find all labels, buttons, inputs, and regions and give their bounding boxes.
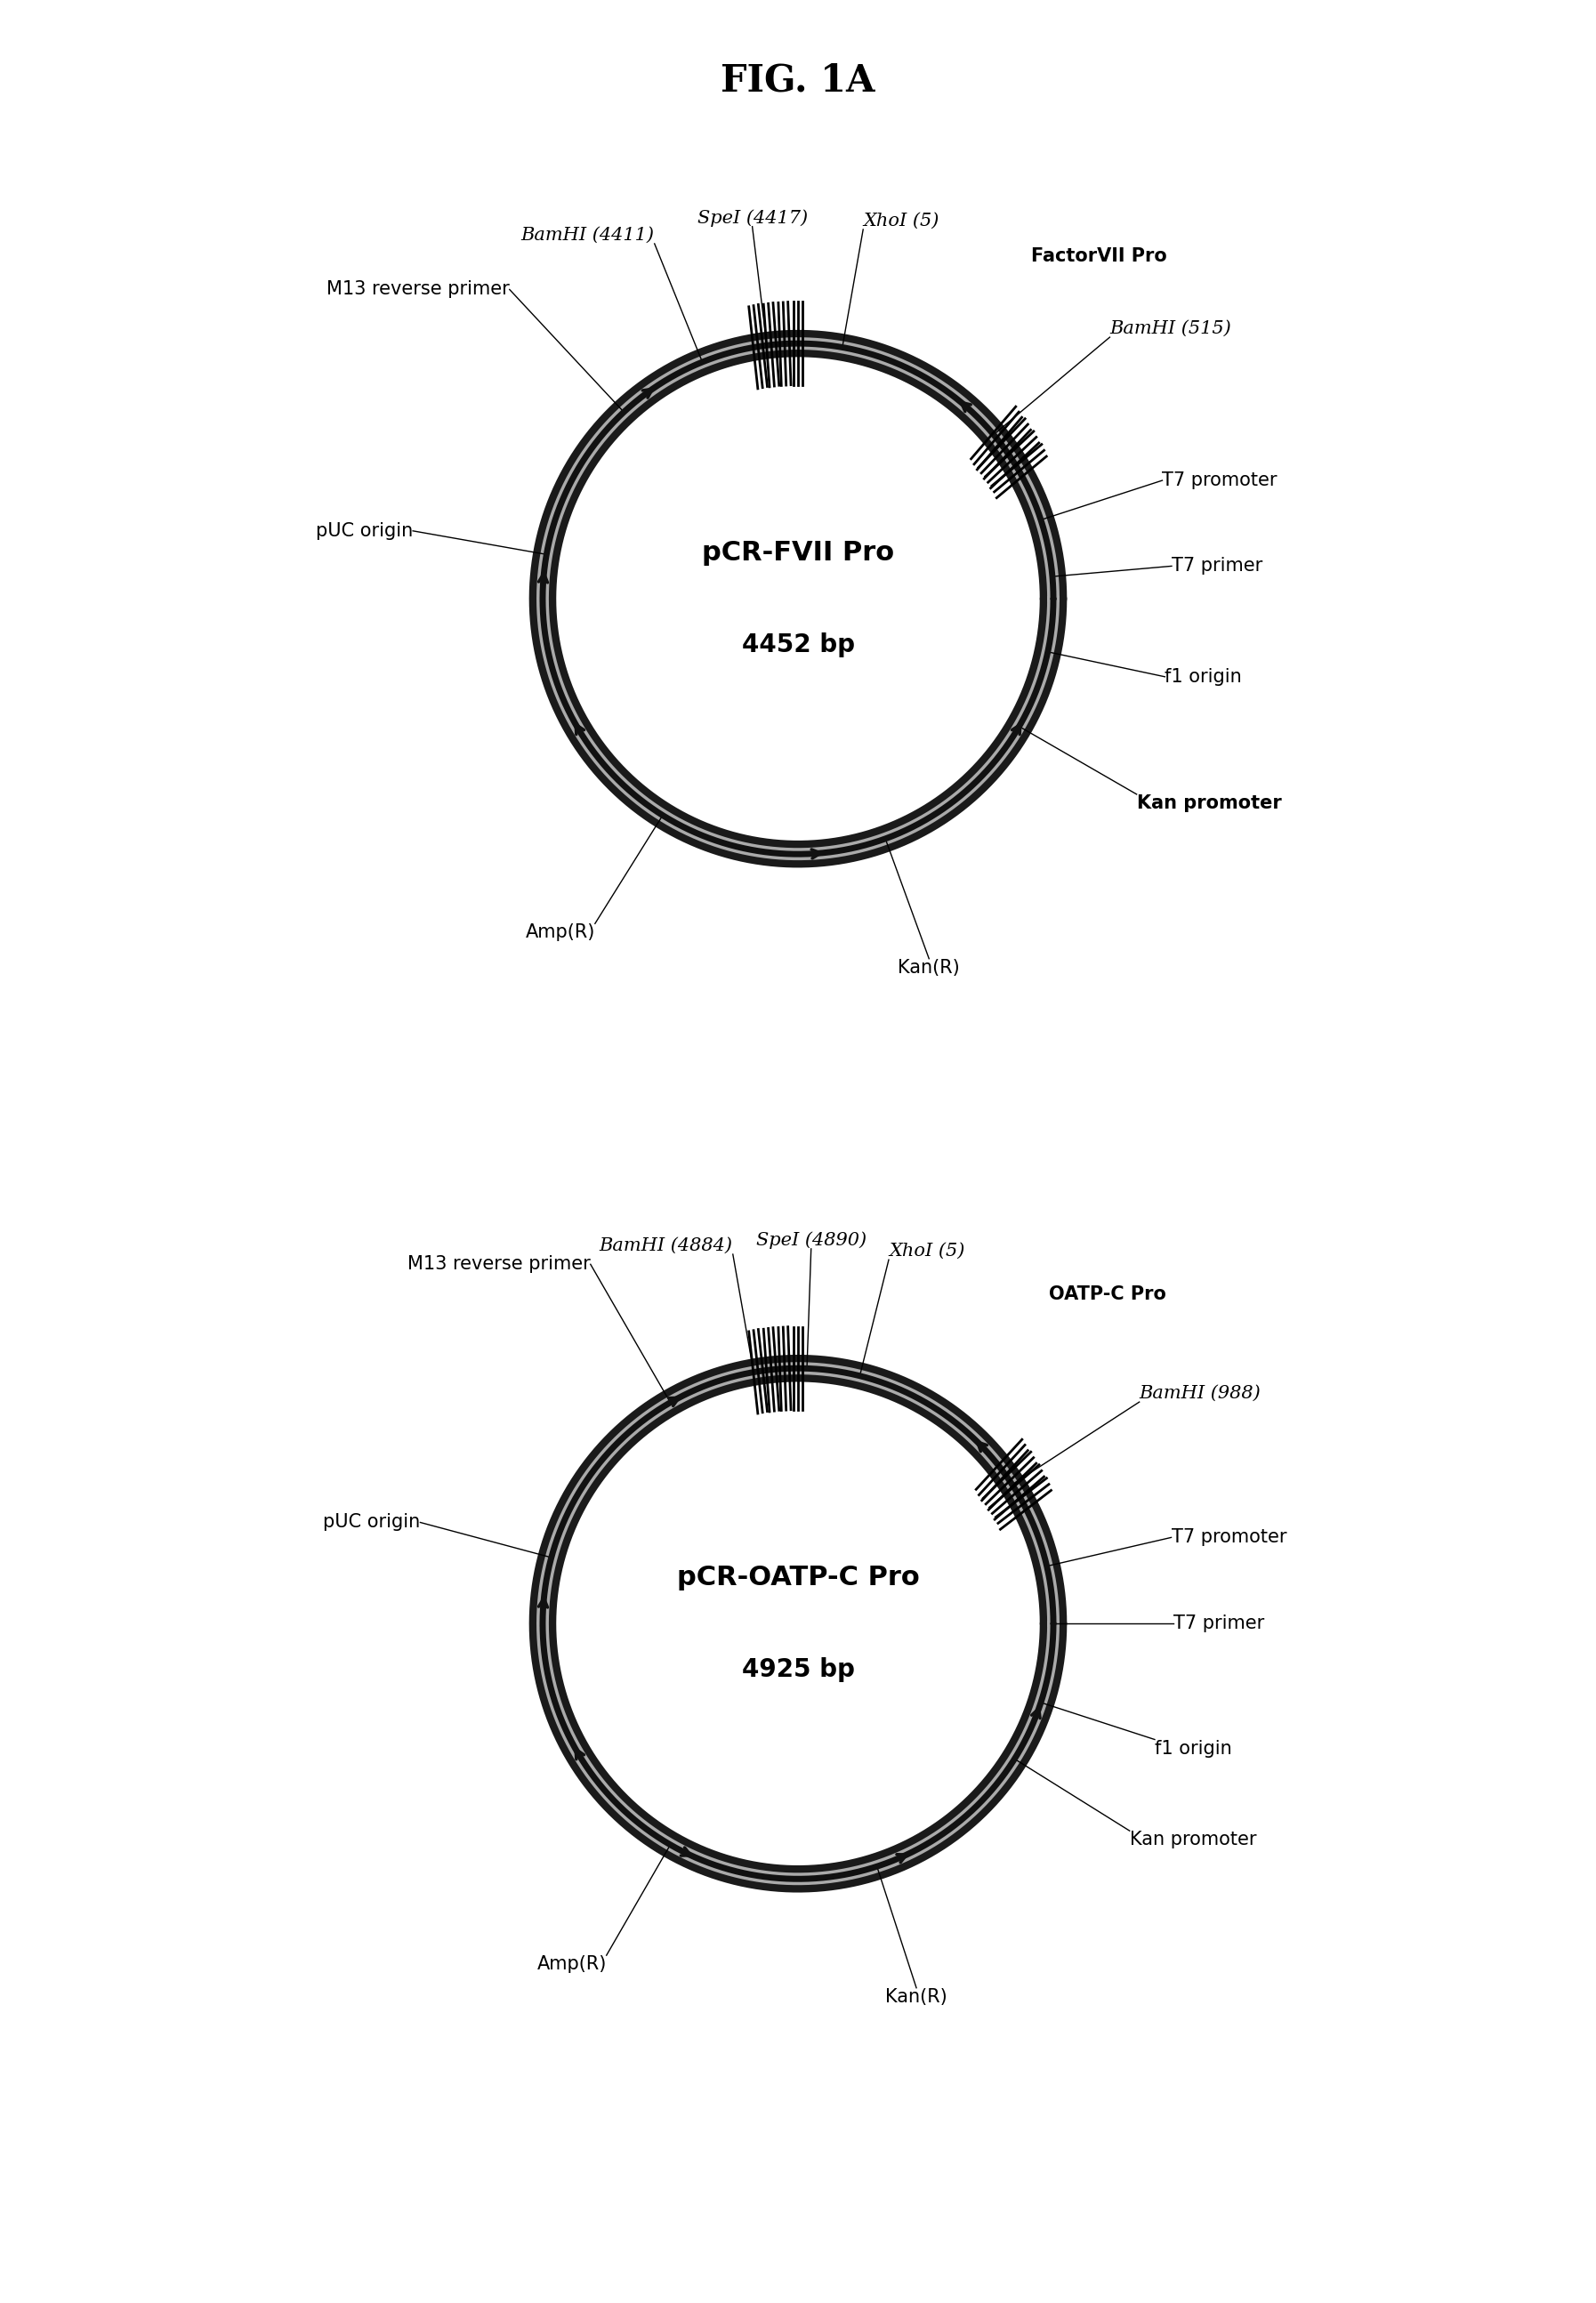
Text: Kan promoter: Kan promoter — [1130, 1831, 1256, 1849]
Text: f1 origin: f1 origin — [1154, 1739, 1232, 1757]
Text: BamHI (988): BamHI (988) — [1140, 1384, 1261, 1403]
Text: BamHI (4884): BamHI (4884) — [600, 1237, 733, 1255]
Text: pUC origin: pUC origin — [322, 1513, 420, 1531]
Text: f1 origin: f1 origin — [1165, 668, 1242, 686]
Text: pUC origin: pUC origin — [316, 523, 413, 539]
Text: T7 promoter: T7 promoter — [1162, 472, 1277, 488]
Text: BamHI (4411): BamHI (4411) — [520, 226, 654, 244]
Text: Kan promoter: Kan promoter — [1136, 795, 1282, 813]
Text: Kan(R): Kan(R) — [899, 958, 961, 976]
Text: M13 reverse primer: M13 reverse primer — [327, 281, 509, 299]
Text: Amp(R): Amp(R) — [536, 1955, 606, 1974]
Text: T7 promoter: T7 promoter — [1171, 1529, 1286, 1545]
Text: M13 reverse primer: M13 reverse primer — [407, 1255, 591, 1274]
Text: Kan(R): Kan(R) — [886, 1987, 948, 2006]
Text: SpeI (4417): SpeI (4417) — [697, 210, 808, 226]
Text: BamHI (515): BamHI (515) — [1109, 320, 1232, 336]
Text: XhoI (5): XhoI (5) — [863, 212, 938, 230]
Text: FIG. 1A: FIG. 1A — [721, 62, 875, 99]
Text: pCR-FVII Pro: pCR-FVII Pro — [702, 539, 894, 567]
Text: SpeI (4890): SpeI (4890) — [757, 1232, 867, 1248]
Text: OATP-C Pro: OATP-C Pro — [1049, 1285, 1167, 1303]
Text: 4925 bp: 4925 bp — [742, 1658, 854, 1681]
Text: XhoI (5): XhoI (5) — [889, 1244, 964, 1260]
Text: 4452 bp: 4452 bp — [742, 633, 854, 656]
Text: T7 primer: T7 primer — [1173, 1614, 1264, 1633]
Text: pCR-OATP-C Pro: pCR-OATP-C Pro — [677, 1564, 919, 1591]
Text: Amp(R): Amp(R) — [525, 924, 595, 942]
Text: FactorVII Pro: FactorVII Pro — [1031, 249, 1167, 265]
Text: T7 primer: T7 primer — [1171, 557, 1262, 576]
